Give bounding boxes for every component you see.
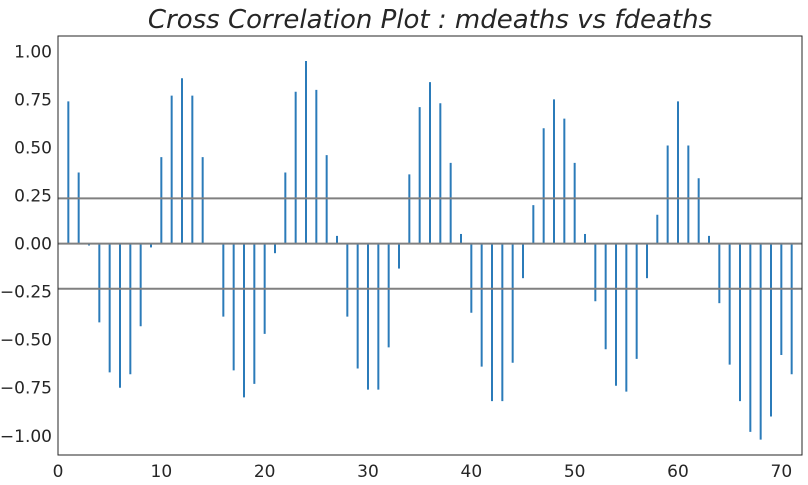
y-tick-label: −0.50	[0, 331, 52, 351]
x-tick-label: 10	[151, 462, 173, 482]
x-tick-label: 30	[357, 462, 379, 482]
y-tick-label: 0.00	[14, 235, 52, 255]
x-tick-label: 40	[461, 462, 483, 482]
y-tick-label: 0.75	[14, 90, 52, 110]
y-tick-label: −1.00	[0, 427, 52, 447]
x-tick-label: 60	[667, 462, 689, 482]
chart-title: Cross Correlation Plot : mdeaths vs fdea…	[148, 5, 712, 35]
plot-frame	[57, 35, 803, 456]
y-tick-label: −0.75	[0, 379, 52, 399]
confidence-band-group	[58, 197, 802, 290]
x-tick-label: 50	[564, 462, 586, 482]
y-tick-label: −0.25	[0, 283, 52, 303]
x-tick-label: 0	[53, 462, 64, 482]
x-axis-ticks: 0 10 20 30 40 50 60 70	[53, 462, 793, 482]
x-tick-label: 70	[771, 462, 793, 482]
x-tick-label: 20	[254, 462, 276, 482]
y-tick-label: 0.50	[14, 138, 52, 158]
y-tick-label: 0.25	[14, 187, 52, 207]
y-tick-label: 1.00	[14, 42, 52, 62]
bars-group	[67, 60, 793, 440]
y-axis-ticks: 1.00 0.75 0.50 0.25 0.00 −0.25 −0.50 −0.75 −1.00	[0, 42, 52, 446]
